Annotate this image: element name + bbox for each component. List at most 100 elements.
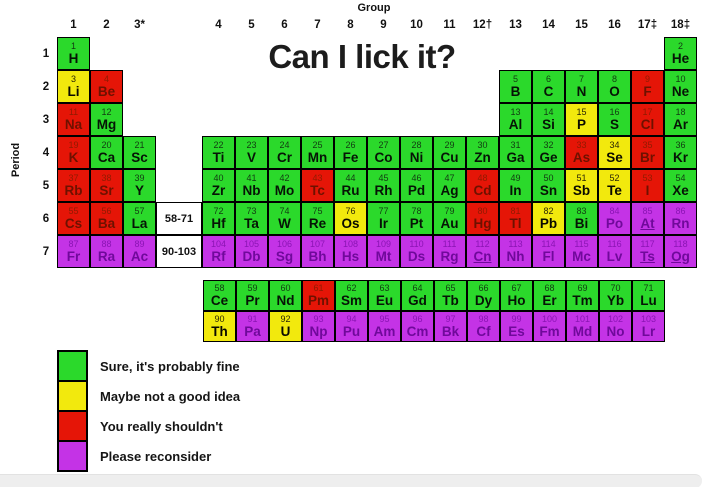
- group-number: 9: [380, 19, 387, 31]
- atomic-number: 51: [576, 172, 587, 183]
- group-number: 3*: [134, 19, 145, 31]
- atomic-number: 45: [378, 172, 389, 183]
- atomic-number: 39: [134, 172, 145, 183]
- element-symbol: Y: [134, 182, 144, 198]
- atomic-number: 13: [510, 106, 521, 117]
- element-symbol: Ne: [671, 83, 690, 99]
- legend-item: Sure, it's probably fine: [57, 350, 240, 382]
- group-number: 8: [347, 19, 354, 31]
- group-number: 5: [248, 19, 255, 31]
- atomic-number: 34: [609, 139, 620, 150]
- element-symbol: Ar: [672, 116, 688, 132]
- atomic-number: 92: [280, 313, 291, 324]
- f-block-range-box: 90-103: [156, 235, 202, 268]
- element-symbol: Co: [374, 149, 393, 165]
- atomic-number: 68: [544, 282, 555, 293]
- atomic-number: 71: [643, 282, 654, 293]
- element-Db: 105 Db: [235, 235, 268, 268]
- element-symbol: Pr: [245, 292, 260, 308]
- element-In: 49 In: [499, 169, 532, 202]
- element-V: 23 V: [235, 136, 268, 169]
- atomic-number: 14: [543, 106, 554, 117]
- element-Tb: 65 Tb: [434, 280, 467, 311]
- page-title: Can I lick it?: [268, 38, 456, 75]
- element-Ag: 47 Ag: [433, 169, 466, 202]
- legend-swatch: [57, 350, 88, 382]
- element-Co: 27 Co: [367, 136, 400, 169]
- element-symbol: S: [609, 116, 619, 132]
- element-symbol: He: [671, 50, 690, 66]
- element-K: 19 K: [57, 136, 90, 169]
- element-symbol: Es: [508, 323, 525, 339]
- element-Gd: 64 Gd: [401, 280, 434, 311]
- period-number: 5: [42, 179, 50, 192]
- element-symbol: Nb: [242, 182, 261, 198]
- element-symbol: Og: [671, 248, 690, 264]
- element-Y: 39 Y: [123, 169, 156, 202]
- element-P: 15 P: [565, 103, 598, 136]
- element-symbol: Bk: [441, 323, 460, 339]
- atomic-number: 38: [101, 172, 112, 183]
- atomic-number: 9: [644, 73, 650, 84]
- atomic-number: 53: [642, 172, 653, 183]
- atomic-number: 29: [444, 139, 455, 150]
- element-symbol: Cl: [640, 116, 655, 132]
- element-symbol: Ge: [539, 149, 558, 165]
- period-number: 1: [42, 47, 50, 60]
- element-Pm: 61 Pm: [302, 280, 335, 311]
- element-Be: 4 Be: [90, 70, 123, 103]
- atomic-number: 89: [134, 238, 145, 249]
- element-Au: 79 Au: [433, 202, 466, 235]
- element-symbol: Re: [308, 215, 327, 231]
- atomic-number: 102: [607, 313, 624, 324]
- element-Cr: 24 Cr: [268, 136, 301, 169]
- atomic-number: 101: [574, 313, 591, 324]
- element-Bh: 107 Bh: [301, 235, 334, 268]
- atomic-number: 84: [609, 205, 620, 216]
- element-symbol: Br: [639, 149, 655, 165]
- atomic-number: 49: [510, 172, 521, 183]
- atomic-number: 3: [70, 73, 76, 84]
- atomic-number: 106: [276, 238, 293, 249]
- element-symbol: Eu: [375, 292, 394, 308]
- atomic-number: 63: [379, 282, 390, 293]
- legend-label: You really shouldn't: [100, 418, 223, 434]
- atomic-number: 5: [512, 73, 518, 84]
- element-symbol: Ga: [506, 149, 525, 165]
- element-Re: 75 Re: [301, 202, 334, 235]
- element-He: 2 He: [664, 37, 697, 70]
- element-Kr: 36 Kr: [664, 136, 697, 169]
- element-Rb: 37 Rb: [57, 169, 90, 202]
- element-Ir: 77 Ir: [367, 202, 400, 235]
- element-symbol: V: [246, 149, 256, 165]
- element-Ga: 31 Ga: [499, 136, 532, 169]
- element-Fe: 26 Fe: [334, 136, 367, 169]
- element-Hf: 72 Hf: [202, 202, 235, 235]
- element-Cn: 112 Cn: [466, 235, 499, 268]
- element-symbol: Ta: [244, 215, 259, 231]
- element-symbol: Ag: [440, 182, 459, 198]
- element-symbol: Pt: [409, 215, 424, 231]
- element-Zn: 30 Zn: [466, 136, 499, 169]
- element-Li: 3 Li: [57, 70, 90, 103]
- atomic-number: 81: [510, 205, 521, 216]
- atomic-number: 52: [609, 172, 620, 183]
- atomic-number: 60: [280, 282, 291, 293]
- element-symbol: Bh: [308, 248, 327, 264]
- element-symbol: Tb: [442, 292, 459, 308]
- period-number: 4: [42, 146, 50, 159]
- atomic-number: 114: [541, 238, 556, 249]
- atomic-number: 2: [677, 40, 683, 51]
- element-Cl: 17 Cl: [631, 103, 664, 136]
- element-symbol: Au: [440, 215, 459, 231]
- element-Lr: 103 Lr: [632, 311, 665, 342]
- atomic-number: 46: [411, 172, 422, 183]
- group-number: 13: [509, 19, 522, 31]
- element-symbol: Bi: [574, 215, 589, 231]
- element-U: 92 U: [269, 311, 302, 342]
- atomic-number: 15: [576, 106, 587, 117]
- element-Sm: 62 Sm: [335, 280, 368, 311]
- atomic-number: 76: [345, 205, 356, 216]
- element-Ru: 44 Ru: [334, 169, 367, 202]
